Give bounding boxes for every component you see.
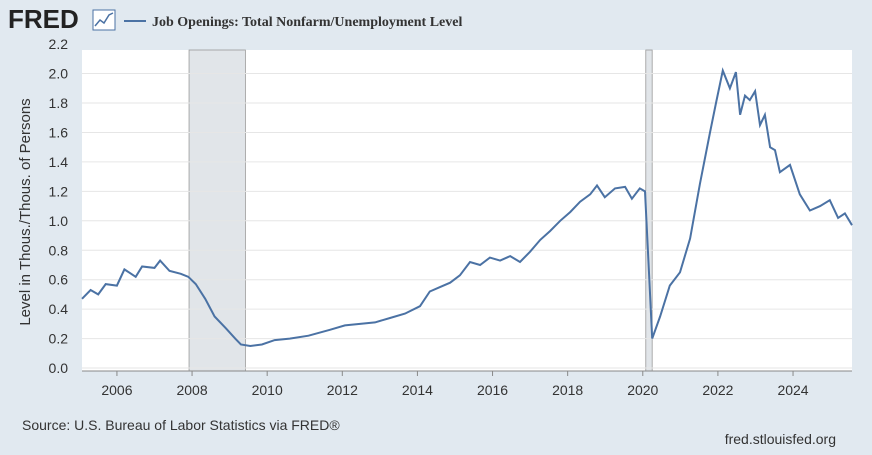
y-tick-label: 1.8 <box>49 95 69 111</box>
brand-logo: FRED <box>8 4 79 34</box>
x-tick-label: 2012 <box>327 382 358 398</box>
y-tick-label: 0.8 <box>49 242 69 258</box>
x-tick-label: 2020 <box>627 382 658 398</box>
x-tick-label: 2022 <box>702 382 733 398</box>
y-tick-label: 1.2 <box>49 183 69 199</box>
x-tick-label: 2016 <box>477 382 508 398</box>
series-line <box>81 67 853 348</box>
x-tick-label: 2018 <box>552 382 583 398</box>
y-tick-label: 1.6 <box>49 124 69 140</box>
y-tick-label: 0.0 <box>49 360 69 376</box>
legend-label: Job Openings: Total Nonfarm/Unemployment… <box>152 15 462 30</box>
x-tick-label: 2014 <box>402 382 433 398</box>
x-tick-label: 2006 <box>101 382 132 398</box>
x-tick-label: 2024 <box>777 382 808 398</box>
source: Source: U.S. Bureau of Labor Statistics … <box>22 417 340 433</box>
url: fred.stlouisfed.org <box>725 431 836 447</box>
x-tick-label: 2010 <box>252 382 283 398</box>
recession-band <box>188 49 246 372</box>
y-axis-label: Level in Thous./Thous. of Persons <box>17 98 34 325</box>
y-tick-label: 0.4 <box>49 301 69 317</box>
y-tick-label: 1.0 <box>49 213 69 229</box>
y-tick-label: 2.0 <box>49 66 69 82</box>
y-tick-label: 1.4 <box>49 154 69 170</box>
y-tick-label: 0.6 <box>49 272 69 288</box>
y-tick-label: 2.2 <box>49 36 69 52</box>
x-tick-label: 2008 <box>176 382 207 398</box>
logo-icon-line <box>94 12 114 27</box>
y-tick-label: 0.2 <box>49 331 69 347</box>
